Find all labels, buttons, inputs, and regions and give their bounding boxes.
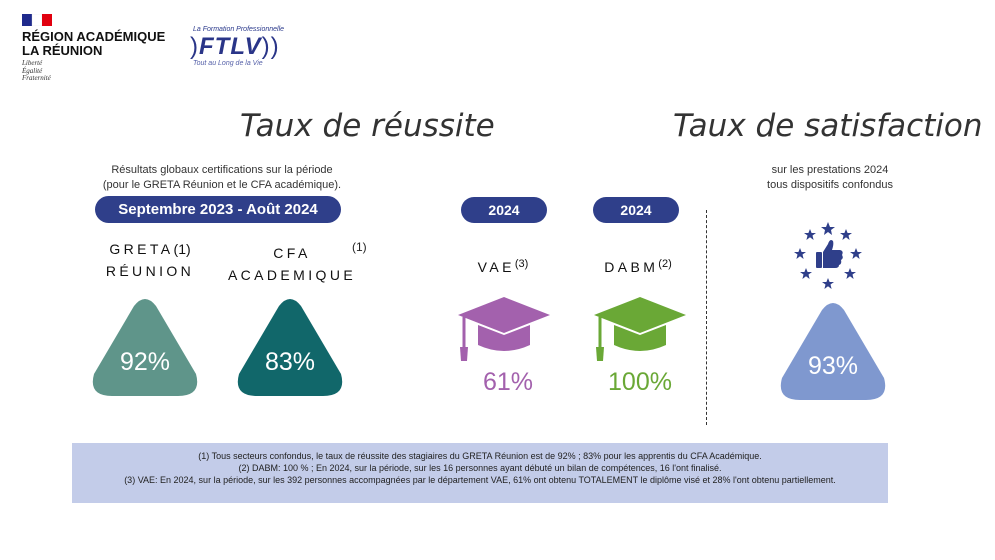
cfa-label-line-1: CFA [273,245,311,261]
satisfaction-note-line-2: tous dispositifs confondus [767,179,893,191]
cfa-rate: 83% [264,348,316,376]
greta-rate: 92% [119,348,171,376]
thumbs-up-stars-icon [794,222,862,289]
ftlv-subtitle: Tout au Long de la Vie [193,60,263,67]
greta-footnote-ref: (1) [173,241,191,257]
dabm-footnote-ref: (2) [658,258,672,270]
satisfaction-title: Taux de satisfaction [673,108,983,144]
dabm-year-badge: 2024 [593,197,679,223]
vae-label-text: VAE [477,259,515,275]
graduation-cap-icon [458,297,550,361]
region-line-1: RÉGION ACADÉMIQUE [22,29,166,44]
vae-label: VAE(3) [458,256,548,280]
vae-footnote-ref: (3) [514,258,529,270]
cfa-label: CFA ACADEMIQUE [222,242,362,286]
graduation-cap-icon [594,297,686,361]
reussite-note-line-2: (pour le GRETA Réunion et le CFA académi… [102,179,342,191]
region-line-2: LA RÉUNION [22,43,103,58]
satisfaction-note-line-1: sur les prestations 2024 [771,164,889,176]
cfa-triangle [237,299,343,396]
ftlv-logo: )FTLV)) [190,33,280,60]
satisfaction-note: sur les prestations 2024 tous dispositif… [730,163,930,193]
motto-egalite: Égalité [22,66,43,75]
satisfaction-rate: 93% [807,352,859,380]
motto-liberte: Liberté [22,59,43,67]
greta-triangle [92,299,198,396]
satisfaction-triangle [780,303,886,400]
region-name: RÉGION ACADÉMIQUE LA RÉUNION [22,30,165,58]
reussite-note-line-1: Résultats globaux certifications sur la … [111,164,333,176]
footnote-2: (2) DABM: 100 % ; En 2024, sur la périod… [238,463,722,473]
motto-fraternite: Fraternité [22,74,51,82]
vae-rate: 61% [482,368,534,396]
greta-label-line-2: RÉUNION [105,263,195,279]
section-divider [706,210,707,425]
dabm-label-text: DABM [604,259,659,275]
footnote-3: (3) VAE: En 2024, sur la période, sur le… [124,475,836,485]
french-flag-icon [22,14,52,26]
period-badge: Septembre 2023 - Août 2024 [95,196,341,223]
cfa-footnote-ref: (1) [352,240,367,254]
vae-year-badge: 2024 [461,197,547,223]
footnote-1: (1) Tous secteurs confondus, le taux de … [198,451,762,461]
greta-label-line-1: GRETA [109,241,174,257]
ftlv-logo-text: FTLV [199,33,262,60]
greta-label: GRETA(1) RÉUNION [95,238,205,282]
dabm-rate: 100% [608,368,672,396]
ftlv-tagline: La Formation Professionnelle [193,26,285,33]
footnotes-box: (1) Tous secteurs confondus, le taux de … [72,443,888,503]
dabm-label: DABM(2) [590,256,686,280]
reussite-note: Résultats globaux certifications sur la … [72,163,372,193]
republic-motto: Liberté Égalité Fraternité [22,59,51,83]
cfa-label-line-2: ACADEMIQUE [227,267,357,283]
reussite-title: Taux de réussite [240,108,495,144]
